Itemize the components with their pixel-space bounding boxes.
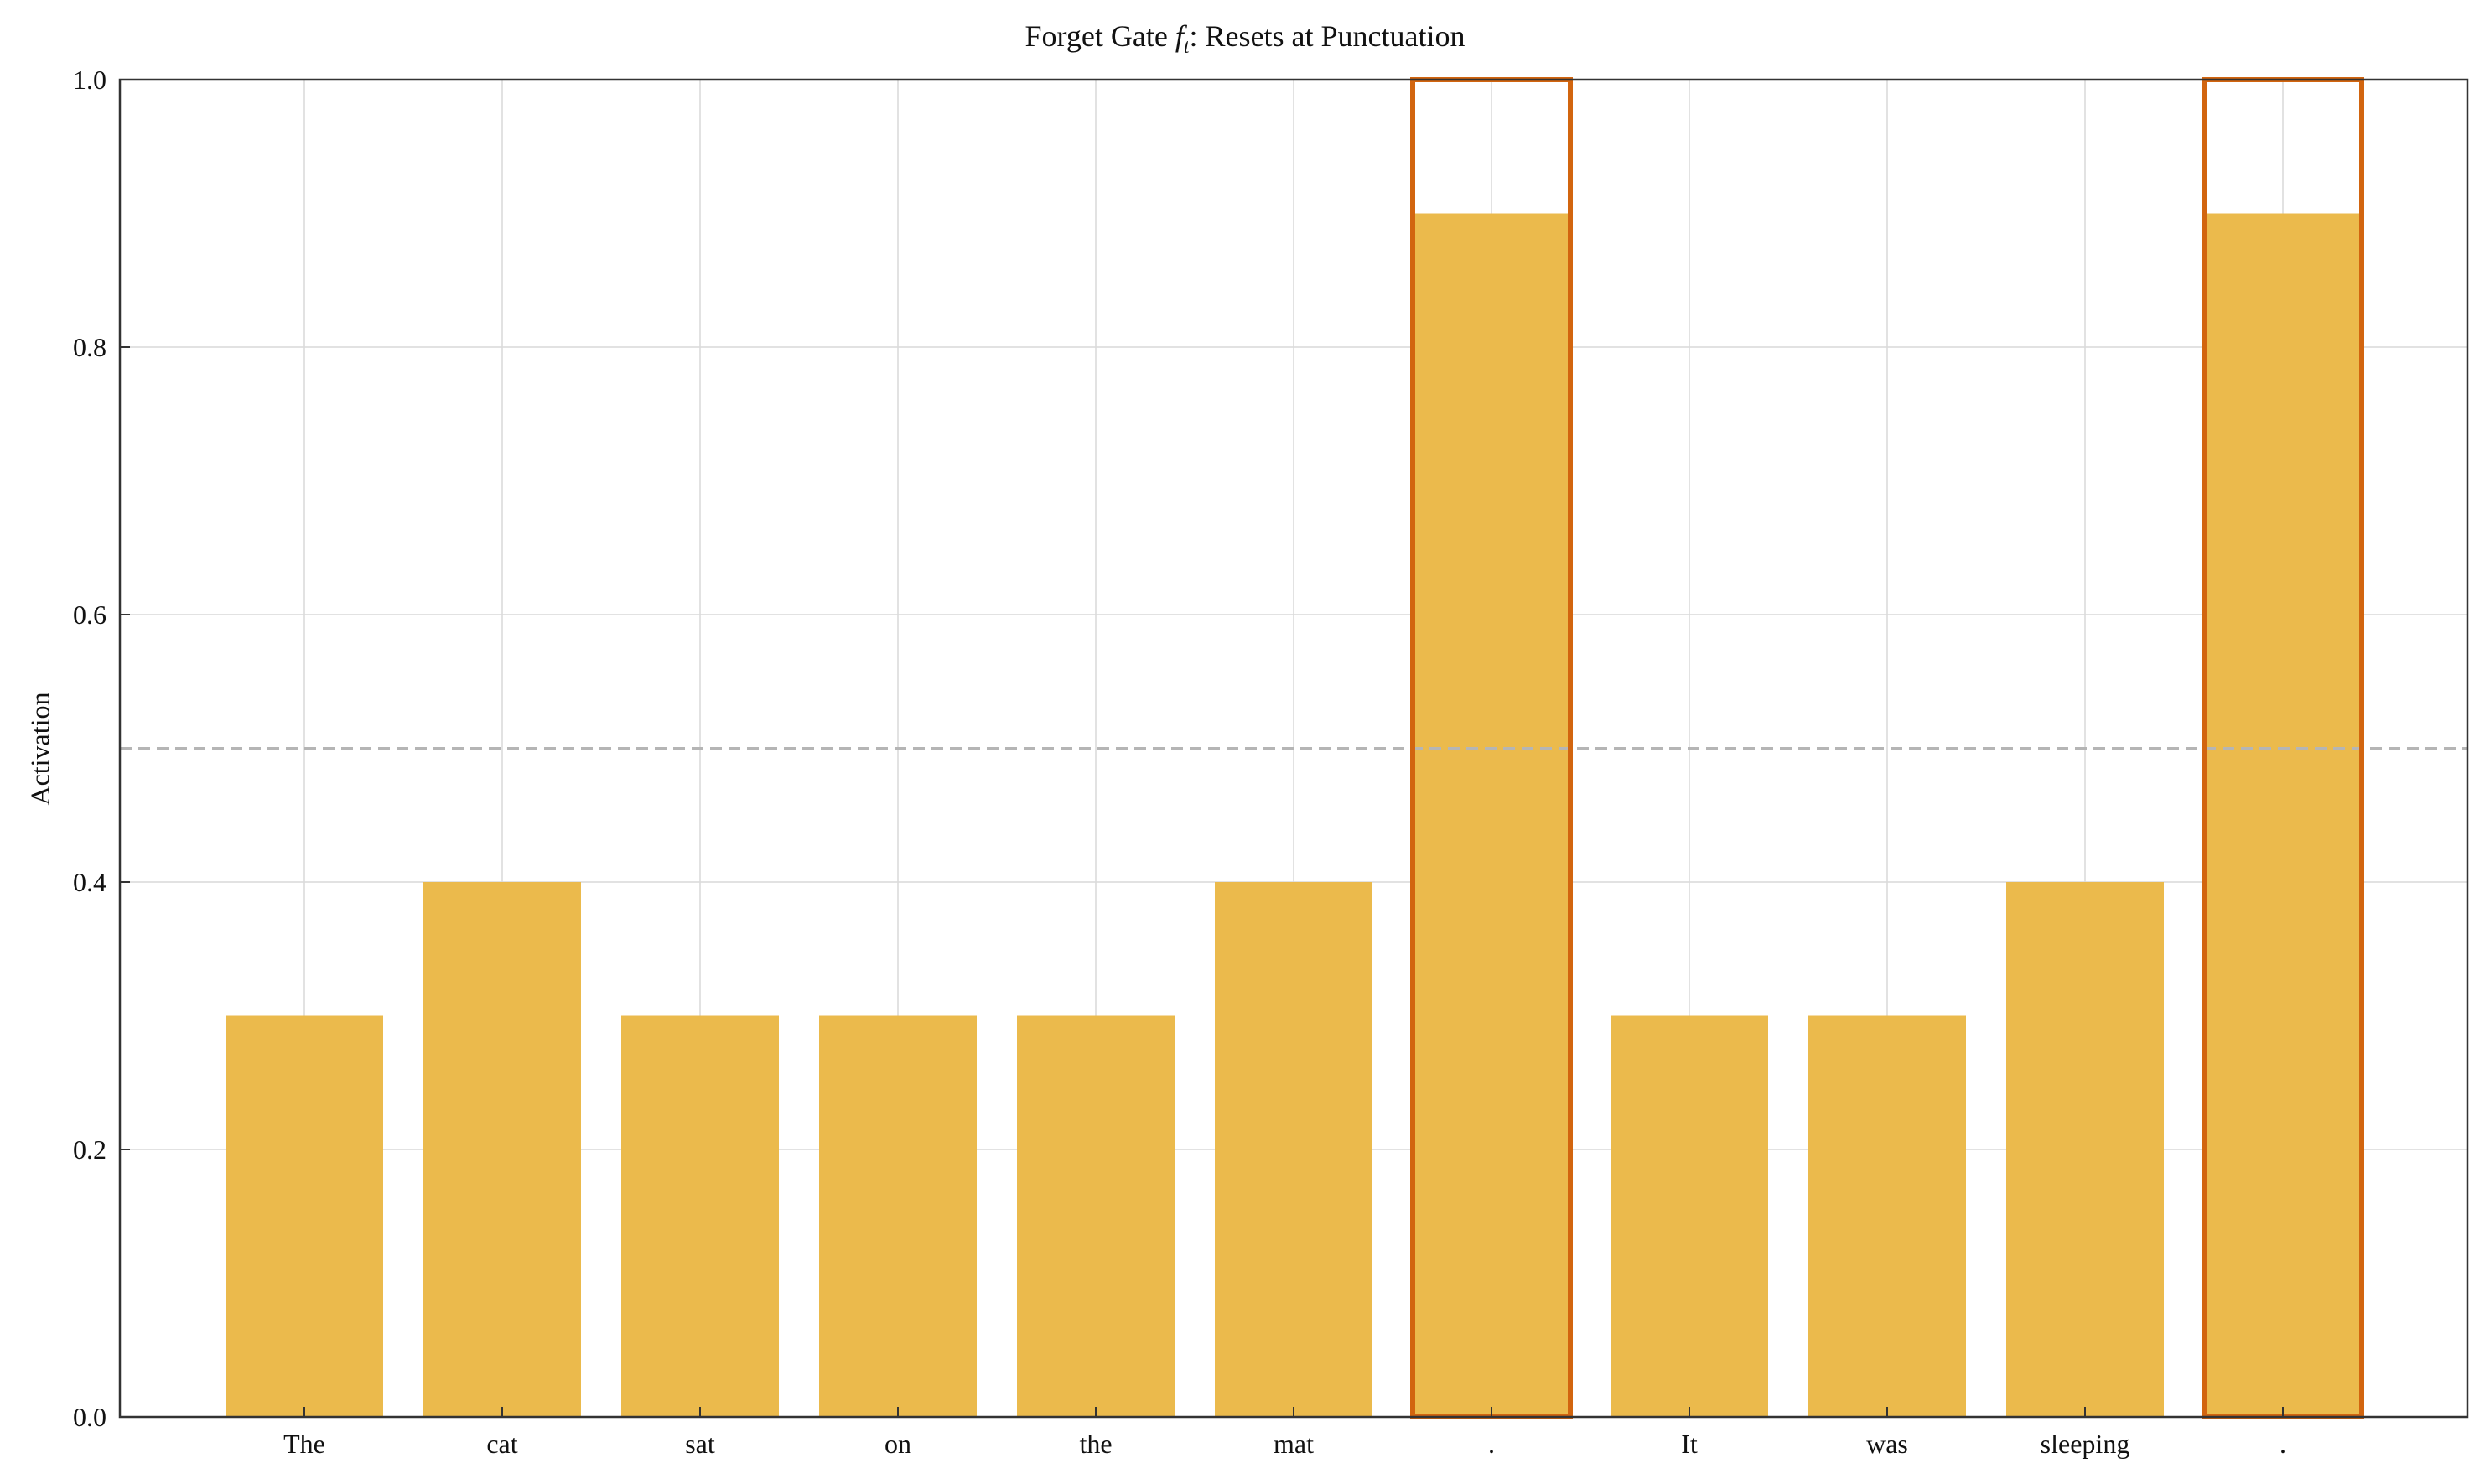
x-tick-label: mat <box>1274 1429 1314 1459</box>
x-tick-label: . <box>1488 1429 1495 1459</box>
bar <box>2006 882 2164 1417</box>
bar <box>621 1015 779 1417</box>
chart-title-subscript: t <box>1183 36 1190 59</box>
x-tick-label: . <box>2280 1429 2286 1459</box>
y-tick-label: 0.8 <box>73 332 106 362</box>
bar <box>1413 213 1570 1417</box>
x-tick-label: It <box>1681 1429 1698 1459</box>
y-tick-label: 0.2 <box>73 1134 106 1165</box>
x-tick-label: was <box>1866 1429 1908 1459</box>
y-tick-label: 0.4 <box>73 867 106 897</box>
bar <box>2204 213 2362 1417</box>
chart-title-symbol: f <box>1175 19 1184 53</box>
chart-title: Forget Gate ft: Resets at Punctuation <box>0 18 2490 59</box>
bar <box>226 1015 383 1417</box>
y-tick-label: 0.0 <box>73 1402 106 1432</box>
x-tick-label: on <box>884 1429 911 1459</box>
bar <box>1808 1015 1966 1417</box>
x-tick-label: the <box>1079 1429 1112 1459</box>
chart-title-prefix: Forget Gate <box>1025 19 1168 53</box>
x-tick-label: sat <box>685 1429 715 1459</box>
bar <box>1215 882 1372 1417</box>
bar <box>1611 1015 1768 1417</box>
bars <box>226 213 2362 1417</box>
x-tick-label: sleeping <box>2041 1429 2130 1459</box>
y-tick-label: 1.0 <box>73 65 106 95</box>
y-tick-labels: 0.0 0.2 0.4 0.6 0.8 1.0 <box>73 65 106 1432</box>
y-tick-label: 0.6 <box>73 599 106 630</box>
x-tick-labels: The cat sat on the mat. It was sleeping. <box>283 1429 2286 1459</box>
bar <box>1017 1015 1175 1417</box>
x-tick-label: The <box>283 1429 325 1459</box>
axis-ticks <box>120 79 2284 1418</box>
x-tick-label: cat <box>486 1429 517 1459</box>
chart-title-suffix: : Resets at Punctuation <box>1189 19 1465 53</box>
bar <box>423 882 581 1417</box>
bar <box>819 1015 977 1417</box>
